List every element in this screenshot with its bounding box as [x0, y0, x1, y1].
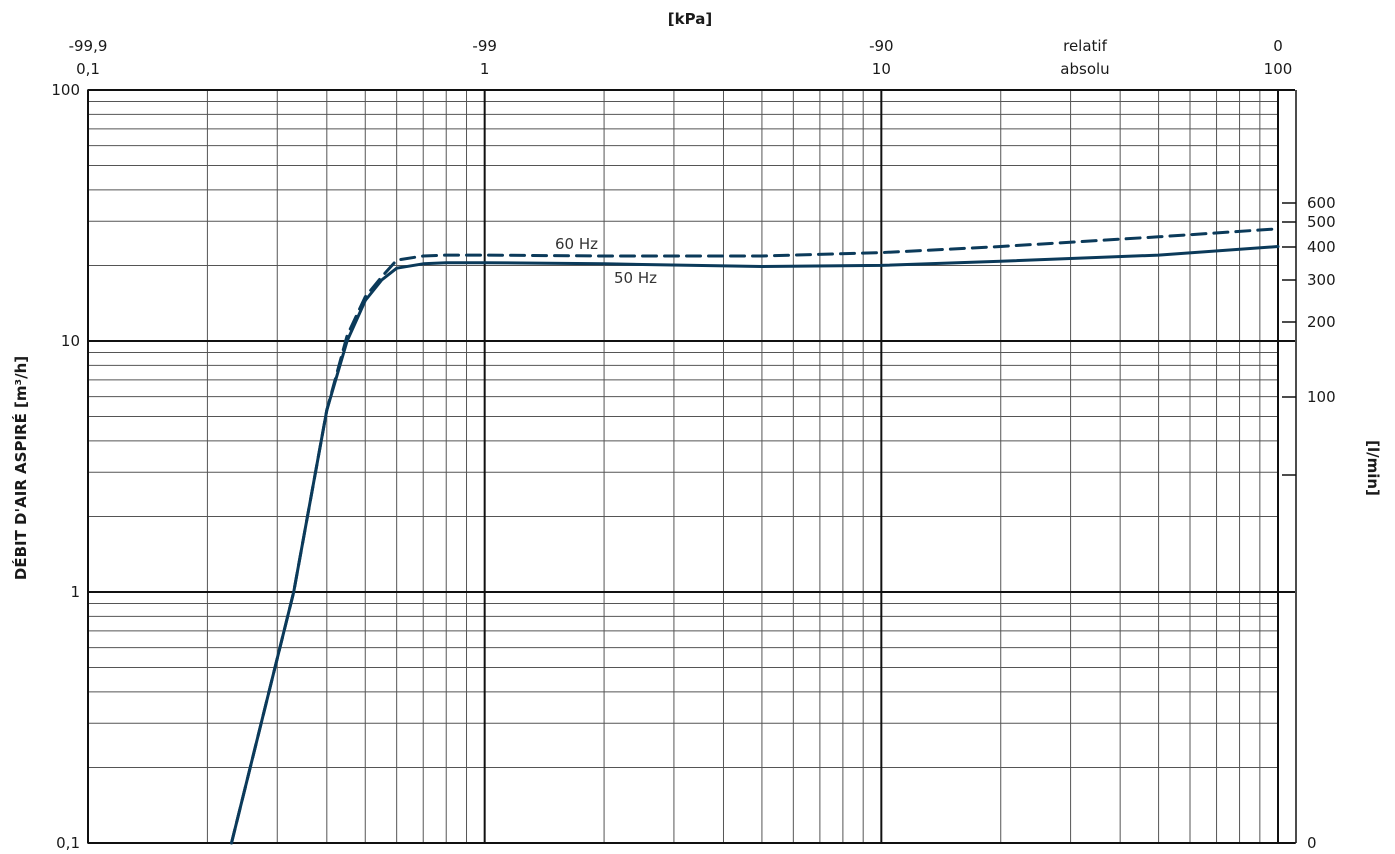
y2-tick-label: 500 — [1307, 213, 1336, 231]
x-tick-label-absolute: 100 — [1264, 60, 1293, 78]
x-tick-label-absolute: 0,1 — [76, 60, 100, 78]
y2-tick-label: 0 — [1307, 834, 1317, 852]
series-lines — [230, 227, 1280, 845]
x-tick-label-absolute: absolu — [1060, 60, 1109, 78]
plot-frame — [87, 89, 1297, 844]
x-tick-label-relative: -99,9 — [69, 37, 108, 55]
y2-tick-label: 300 — [1307, 271, 1336, 289]
y2-tick-label: 400 — [1307, 238, 1336, 256]
y-axis-title: DÉBIT D'AIR ASPIRÉ [m³/h] — [11, 356, 30, 580]
series-line-60hz — [230, 227, 1280, 845]
x-tick-label-relative: relatif — [1063, 37, 1107, 55]
y-tick-label: 100 — [51, 81, 80, 99]
y-tick-label: 0,1 — [56, 834, 80, 852]
y-tick-label: 1 — [70, 583, 80, 601]
grid-lines — [88, 90, 1278, 843]
x-tick-label-relative: -99 — [472, 37, 497, 55]
series-label-50hz: 50 Hz — [614, 269, 657, 287]
y-tick-label: 10 — [61, 332, 80, 350]
x-tick-label-absolute: 1 — [480, 60, 490, 78]
plot-border — [87, 89, 1279, 844]
y2-tick-label: 200 — [1307, 313, 1336, 331]
x-tick-label-absolute: 10 — [872, 60, 891, 78]
series-label-60hz: 60 Hz — [555, 235, 598, 253]
x-tick-label-relative: 0 — [1273, 37, 1283, 55]
series-line-50hz — [230, 245, 1280, 845]
y2-tick-label: 600 — [1307, 194, 1336, 212]
x-tick-label-relative: -90 — [869, 37, 894, 55]
y2-axis-title: [l/min] — [1364, 440, 1382, 496]
y2-tick-label: 100 — [1307, 388, 1336, 406]
top-axis-title: [kPa] — [668, 10, 712, 28]
